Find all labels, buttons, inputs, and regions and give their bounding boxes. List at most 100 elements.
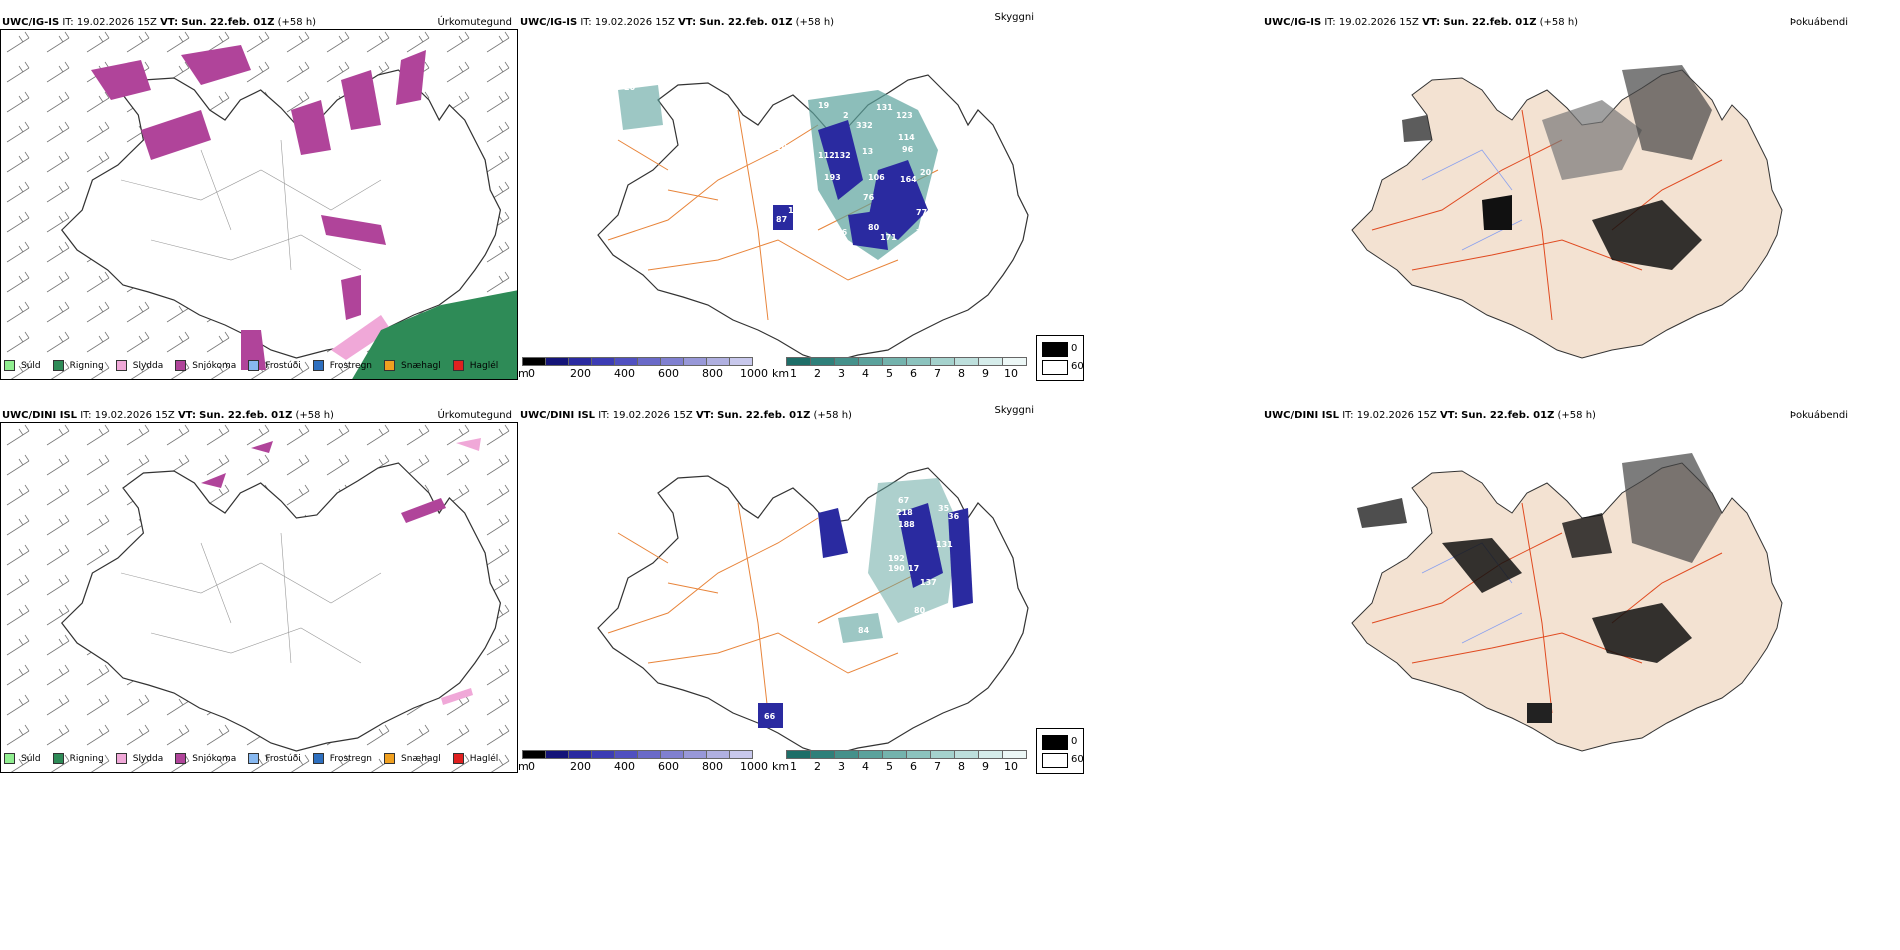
height-colorbar — [522, 357, 753, 366]
map-label: 10 — [796, 173, 808, 182]
legend-item-sleet: Slydda — [115, 360, 163, 371]
map-label: 35 — [938, 504, 950, 513]
cbar-seg — [930, 750, 954, 759]
it-label: IT: — [80, 410, 92, 421]
lead-time: (+58 h) — [795, 17, 835, 28]
fog-map[interactable] — [1262, 30, 1862, 370]
tick: 0 — [528, 760, 535, 773]
map-label: 80 — [914, 606, 926, 615]
it-value: 19.02.2026 15Z — [76, 17, 157, 28]
cbar-seg — [545, 750, 568, 759]
swatch — [312, 753, 324, 764]
model-name: UWC/IG-IS — [1264, 17, 1322, 28]
tick: 400 — [614, 760, 635, 773]
map-label: 67 — [898, 496, 909, 505]
it-value: 19.02.2026 15Z — [1338, 17, 1419, 28]
map-label: 84 — [858, 626, 870, 635]
map-label: 19 — [818, 101, 830, 110]
visibility-colorbar — [786, 750, 1027, 759]
map-label: 131 — [936, 540, 953, 549]
panel-title: Þokuábendi — [1789, 17, 1848, 28]
map-label: 96 — [836, 228, 848, 237]
visibility-panel-bottom: UWC/DINI ISL IT: 19.02.2026 15Z VT: Sun.… — [518, 405, 1084, 774]
it-label: IT: — [1324, 17, 1336, 28]
map-label: 66 — [764, 712, 776, 721]
lead-time: (+58 h) — [277, 17, 317, 28]
map-label: 192 — [888, 554, 905, 563]
lead-time: (+58 h) — [813, 410, 852, 421]
map-label: 114 — [898, 133, 915, 142]
height-ticks: m 0 200 400 600 800 1000 — [518, 760, 768, 774]
cbar-seg — [834, 750, 858, 759]
map-label: 80 — [868, 223, 880, 232]
tick: 600 — [658, 760, 679, 773]
map-label: 106 — [776, 143, 793, 152]
swatch — [452, 753, 464, 764]
legend-item-snow-pellets: Snæhagl — [384, 360, 441, 371]
map-label: 17 — [908, 564, 919, 573]
legend-label: Súld — [21, 360, 41, 371]
map-label: 218 — [896, 508, 913, 517]
map-label: 77 — [916, 208, 927, 217]
panel-title: Þokuábendi — [1789, 410, 1848, 421]
model-name: UWC/IG-IS — [2, 17, 60, 28]
height-labels: 67 35 218 188 36 131 15 192 190 17 137 8… — [764, 496, 960, 721]
legend-label: Rigning — [69, 753, 104, 764]
precip-legend: Súld Rigning Slydda Snjókoma Frostúði Fr… — [4, 753, 510, 764]
vt-value: Sun. 22.feb. 01Z — [181, 17, 275, 28]
swatch — [384, 753, 396, 764]
legend-label: Frostregn — [329, 360, 373, 371]
swatch — [115, 753, 127, 764]
map-label: 16 — [960, 168, 972, 177]
lead-time: (+58 h) — [1539, 17, 1579, 28]
legend-item-rain: Rigning — [52, 753, 104, 764]
cbar-seg — [810, 750, 834, 759]
panel-header: UWC/IG-IS IT: 19.02.2026 15Z VT: Sun. 22… — [520, 17, 834, 28]
precip-type-panel-bottom: UWC/DINI ISL IT: 19.02.2026 15Z VT: Sun.… — [0, 408, 518, 773]
tick: 8 — [958, 367, 965, 380]
lead-time: (+58 h) — [1557, 410, 1596, 421]
swatch — [115, 360, 127, 371]
height-ticks: m 0 200 400 600 800 1000 — [518, 367, 768, 381]
map-frame[interactable] — [0, 422, 518, 773]
map-label: 188 — [898, 520, 915, 529]
cbar-seg — [786, 750, 810, 759]
tick: 9 — [982, 367, 989, 380]
cbar-seg — [660, 750, 683, 759]
map-label: 131 — [876, 103, 893, 112]
map-label: 10 — [788, 206, 800, 215]
cbar-seg — [1002, 750, 1027, 759]
precip-type-panel-top: UWC/IG-IS IT: 19.02.2026 15Z VT: Sun. 22… — [0, 15, 518, 380]
fog-map[interactable] — [1262, 423, 1862, 763]
fog-swatch-high — [1042, 342, 1068, 357]
vt-label: VT: — [1422, 17, 1441, 28]
cbar-seg — [786, 357, 810, 366]
visibility-map[interactable]: 67 35 218 188 36 131 15 192 190 17 137 8… — [518, 423, 1038, 763]
legend-item-hail: Haglél — [452, 360, 498, 371]
swatch — [175, 360, 187, 371]
legend-item-snow-pellets: Snæhagl — [384, 753, 441, 764]
visibility-colorbar — [786, 357, 1027, 366]
cbar-seg — [858, 750, 882, 759]
cbar-seg — [954, 750, 978, 759]
cbar-seg — [882, 357, 906, 366]
tick: 1 — [790, 760, 797, 773]
fog-legend: 0 60 — [1036, 728, 1084, 774]
map-label: 132 — [834, 151, 851, 160]
visibility-ticks: km 1 2 3 4 5 6 7 8 9 10 — [772, 367, 1034, 381]
tick: 3 — [838, 367, 845, 380]
swatch — [4, 753, 15, 764]
panel-title: Úrkomutegund — [437, 17, 512, 28]
it-label: IT: — [598, 410, 610, 421]
tick: 5 — [886, 760, 893, 773]
cbar-seg — [858, 357, 882, 366]
visibility-map[interactable]: 250 20 19 2 106 112 132 10 103 193 131 1… — [518, 30, 1038, 370]
cbar-seg — [568, 750, 591, 759]
tick: 1 — [790, 367, 797, 380]
tick: 4 — [862, 367, 869, 380]
map-frame[interactable] — [0, 29, 518, 380]
map-label: 36 — [948, 512, 960, 521]
cbar-seg — [729, 357, 753, 366]
panel-header: UWC/IG-IS IT: 19.02.2026 15Z VT: Sun. 22… — [1264, 17, 1578, 28]
legend-item-freezing-rain: Frostregn — [312, 360, 373, 371]
